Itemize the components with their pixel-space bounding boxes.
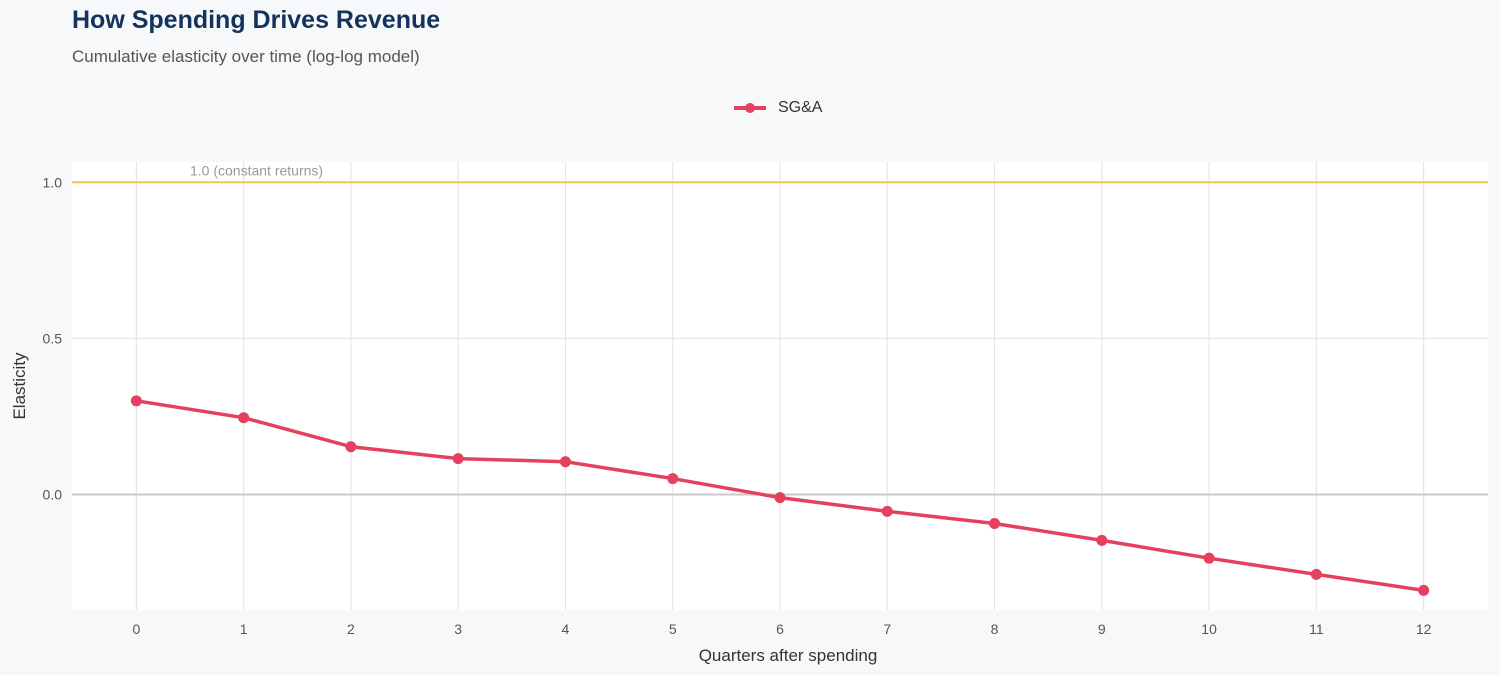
chart-subtitle: Cumulative elasticity over time (log-log… <box>72 47 420 66</box>
y-axis-label: Elasticity <box>10 352 29 420</box>
data-point <box>452 453 464 465</box>
x-tick-label: 4 <box>562 621 570 637</box>
reference-line-label: 1.0 (constant returns) <box>190 162 323 178</box>
legend-marker-sga <box>734 103 766 113</box>
data-point <box>559 456 571 468</box>
y-tick-label: 0.0 <box>43 486 63 502</box>
x-axis-label: Quarters after spending <box>699 646 878 665</box>
x-tick-label: 5 <box>669 621 677 637</box>
data-point <box>1418 584 1430 596</box>
data-point <box>1203 552 1215 564</box>
x-tick-label: 11 <box>1309 621 1324 637</box>
data-point <box>130 395 142 407</box>
data-point <box>345 441 357 453</box>
data-point <box>774 492 786 504</box>
legend-label-sga: SG&A <box>778 99 823 116</box>
data-point <box>667 473 679 485</box>
data-point <box>238 412 250 424</box>
y-tick-label: 0.5 <box>43 330 63 346</box>
x-tick-label: 9 <box>1098 621 1106 637</box>
x-tick-label: 6 <box>776 621 784 637</box>
data-point <box>989 518 1001 530</box>
data-point <box>1310 568 1322 580</box>
x-tick-label: 8 <box>991 621 999 637</box>
data-point <box>1096 534 1108 546</box>
chart-title: How Spending Drives Revenue <box>72 6 441 34</box>
x-tick-label: 12 <box>1416 621 1432 637</box>
data-point <box>881 505 893 517</box>
y-tick-label: 1.0 <box>43 174 63 190</box>
x-tick-label: 7 <box>883 621 891 637</box>
x-tick-label: 2 <box>347 621 355 637</box>
x-tick-label: 0 <box>132 621 140 637</box>
x-tick-label: 3 <box>454 621 462 637</box>
x-tick-label: 1 <box>240 621 248 637</box>
legend: SG&A <box>734 99 822 117</box>
x-tick-label: 10 <box>1201 621 1217 637</box>
